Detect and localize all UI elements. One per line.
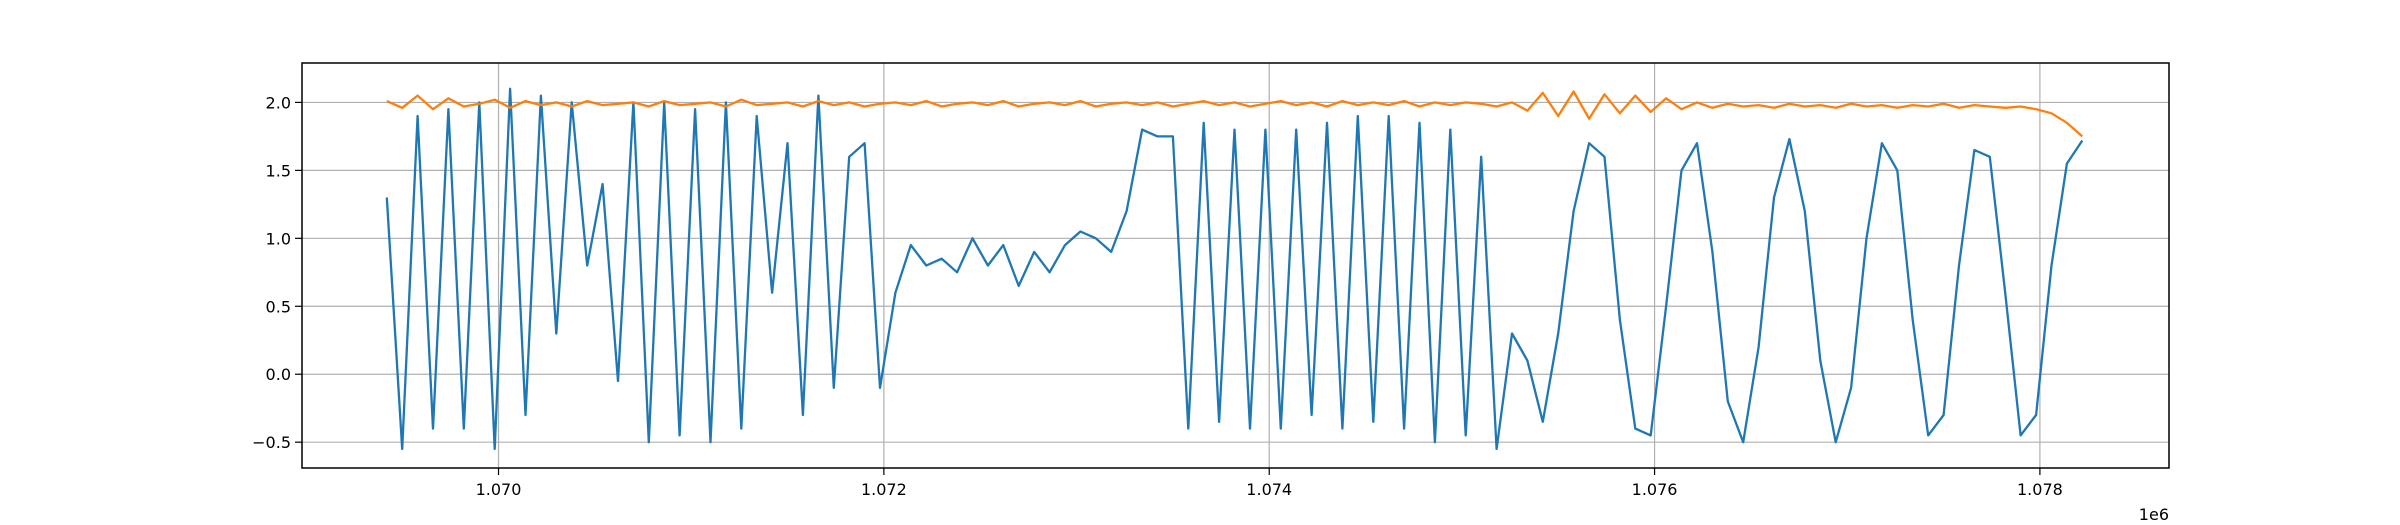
y-tick-label: 0.0 — [266, 365, 291, 384]
axes-frame — [301, 62, 2170, 469]
series-line — [386, 90, 2084, 138]
y-tick-label: 0.5 — [266, 297, 291, 316]
y-tick-label: 2.0 — [266, 93, 291, 112]
x-tick-label: 1.074 — [1246, 480, 1292, 499]
x-tick-label: 1.078 — [2017, 480, 2063, 499]
x-tick-label: 1.072 — [861, 480, 907, 499]
x-tick-label: 1.070 — [476, 480, 522, 499]
plot-area — [385, 87, 2084, 451]
y-tick-label: 1.0 — [266, 229, 291, 248]
grid — [302, 63, 2169, 468]
x-offset-text: 1e6 — [2139, 505, 2169, 524]
y-tick-label: 1.5 — [266, 161, 291, 180]
y-tick-label: −0.5 — [252, 433, 291, 452]
x-tick-label: 1.076 — [1632, 480, 1678, 499]
series-line — [385, 87, 2084, 451]
